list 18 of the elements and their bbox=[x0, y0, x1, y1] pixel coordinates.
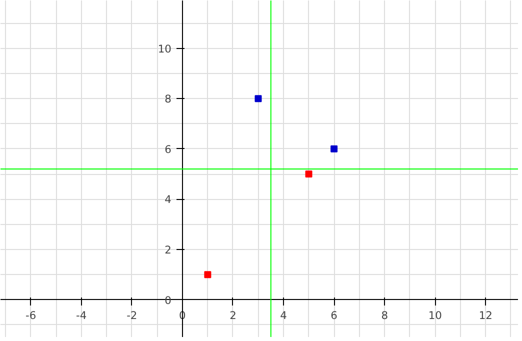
point bbox=[254, 95, 262, 102]
x-tick-label: 2 bbox=[230, 308, 236, 322]
point bbox=[305, 170, 312, 178]
x-tick-label: -6 bbox=[26, 308, 36, 322]
y-tick-label: 8 bbox=[164, 92, 172, 106]
point bbox=[330, 145, 338, 152]
x-tick-label: 10 bbox=[428, 308, 442, 322]
x-tick-label: 6 bbox=[330, 308, 338, 322]
y-tick-label: 4 bbox=[164, 193, 172, 206]
y-tick-label: 10 bbox=[158, 42, 172, 56]
x-tick-label: 4 bbox=[280, 308, 288, 322]
x-tick-label: -4 bbox=[76, 308, 87, 322]
x-tick-label: 12 bbox=[478, 308, 492, 322]
x-tick-label: 8 bbox=[381, 308, 388, 322]
y-tick-label: 6 bbox=[164, 142, 172, 156]
y-tick-label: 2 bbox=[164, 243, 172, 256]
point bbox=[204, 271, 212, 278]
x-tick-label: -2 bbox=[126, 308, 138, 322]
